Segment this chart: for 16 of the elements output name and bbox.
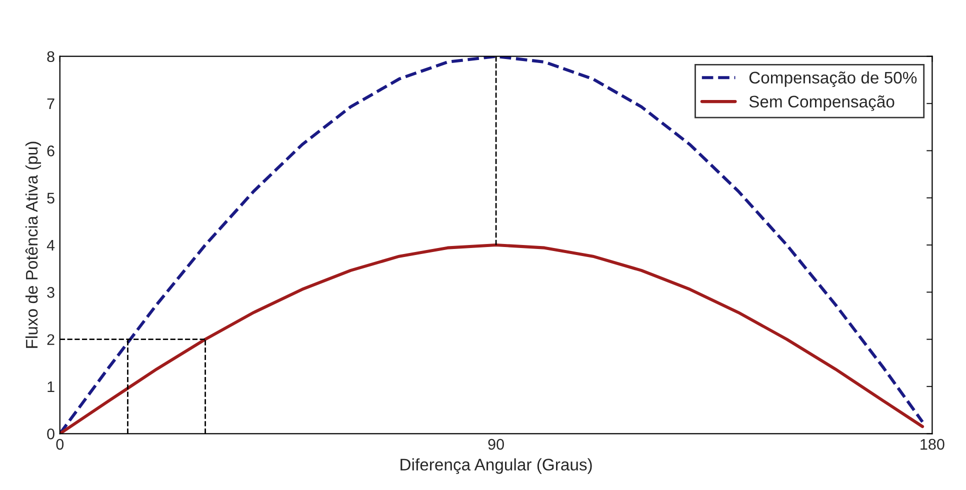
y-tick-label: 6 bbox=[47, 146, 54, 156]
y-tick-label: 3 bbox=[47, 287, 54, 298]
x-tick-label: 0 bbox=[56, 438, 64, 450]
x-tick-label: 180 bbox=[920, 438, 944, 450]
y-tick-label: 0 bbox=[47, 428, 54, 440]
x-tick-label: 90 bbox=[488, 438, 504, 450]
y-tick-label: 2 bbox=[47, 334, 54, 345]
y-tick-label: 5 bbox=[47, 192, 54, 204]
y-tick-label: 7 bbox=[47, 98, 54, 110]
y-tick-label: 1 bbox=[48, 382, 54, 392]
y-tick-label: 8 bbox=[47, 51, 54, 62]
y-axis-title: Fluxo de Potência Ativa (pu) bbox=[25, 142, 41, 348]
legend-label: Sem Compensação bbox=[749, 95, 894, 111]
y-tick-label: 4 bbox=[46, 240, 55, 251]
x-axis-title: Diferença Angular (Graus) bbox=[400, 458, 592, 474]
legend-label: Compensação de 50% bbox=[749, 71, 917, 87]
